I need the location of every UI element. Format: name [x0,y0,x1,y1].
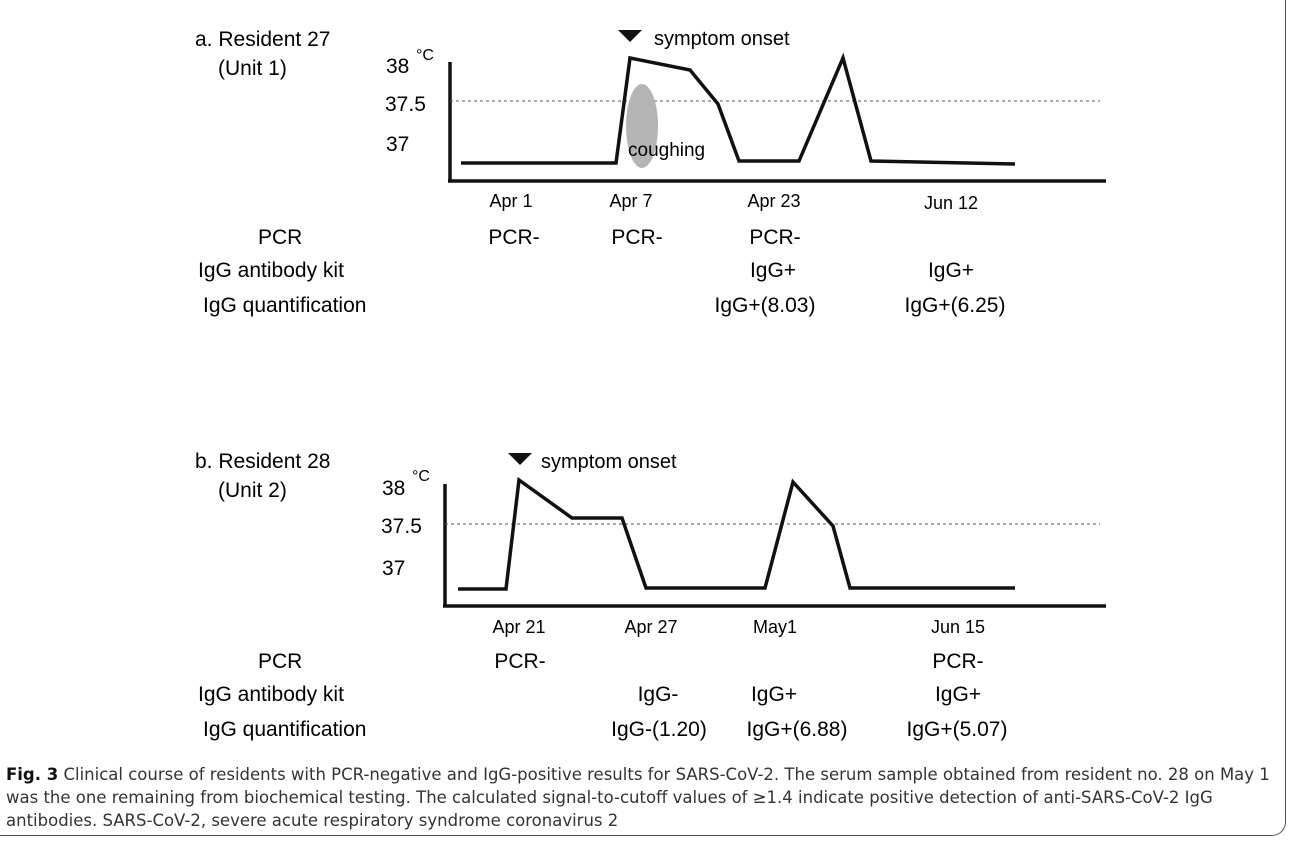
panel-a-subtitle: (Unit 1) [218,57,287,80]
panel-b-date: Jun 15 [931,617,985,637]
panel-a-date: Apr 7 [609,191,652,211]
panel-a-date: Apr 23 [747,191,800,211]
panel-b-igg-kit-result: IgG+ [935,683,981,706]
panel-b-date: May1 [753,617,797,637]
panel-b: b. Resident 28 (Unit 2) 38 37.5 37 °C sy… [195,450,1106,741]
panel-b-row-label-igg-quant: IgG quantification [203,718,366,741]
panel-b-pcr-result: PCR- [494,650,545,673]
panel-b-pcr-result: PCR- [932,650,983,673]
panel-b-row-label-pcr: PCR [258,650,302,673]
panel-a-row-label-igg-kit: IgG antibody kit [198,259,344,282]
panel-a-coughing-marker [626,84,658,168]
panel-a-onset-label: symptom onset [654,28,790,50]
figure-caption-label: Fig. 3 [6,765,59,784]
panel-b-date: Apr 27 [624,617,677,637]
panel-b-subtitle: (Unit 2) [218,479,287,502]
panel-a: a. Resident 27 (Unit 1) 38 37.5 37 °C co… [195,28,1106,317]
figure-caption: Fig. 3 Clinical course of residents with… [6,763,1276,832]
panel-b-ytick-37: 37 [382,557,405,580]
panel-b-igg-quant-result: IgG-(1.20) [611,718,707,741]
panel-b-onset-label: symptom onset [541,451,677,473]
panel-a-pcr-result: PCR- [611,226,662,249]
panel-a-date: Jun 12 [924,193,978,213]
panel-b-onset-marker-icon [508,453,532,465]
panel-b-igg-quant-result: IgG+(5.07) [907,718,1008,741]
panel-a-temperature-curve [461,52,1016,166]
panel-b-temperature-curve [458,476,1015,591]
panel-a-unit-label: °C [416,47,434,64]
panel-b-igg-quant-result: IgG+(6.88) [747,718,848,741]
panel-b-date: Apr 21 [492,617,545,637]
panel-b-ytick-37-5: 37.5 [381,515,422,538]
panel-a-igg-kit-result: IgG+ [750,259,796,282]
panel-a-ytick-38: 38 [386,55,409,78]
panel-b-igg-kit-result: IgG+ [751,683,797,706]
panel-b-row-label-igg-kit: IgG antibody kit [198,683,344,706]
figure-caption-text: Clinical course of residents with PCR-ne… [6,765,1270,830]
panel-a-row-label-pcr: PCR [258,226,302,249]
panel-b-unit-label: °C [412,468,430,485]
panel-a-pcr-result: PCR- [488,226,539,249]
panel-b-ytick-38: 38 [382,477,405,500]
panel-a-title: a. Resident 27 [195,28,330,51]
panel-b-title: b. Resident 28 [195,450,330,473]
panel-a-row-label-igg-quant: IgG quantification [203,294,366,317]
figure-canvas: a. Resident 27 (Unit 1) 38 37.5 37 °C co… [195,28,1106,741]
panel-b-igg-kit-result: IgG- [638,683,679,706]
panel-a-date: Apr 1 [489,191,532,211]
panel-a-ytick-37-5: 37.5 [385,93,426,116]
panel-a-ytick-37: 37 [386,133,409,156]
panel-a-igg-quant-result: IgG+(6.25) [905,294,1006,317]
panel-a-onset-marker-icon [618,30,642,42]
panel-a-coughing-label: coughing [628,140,705,161]
panel-a-igg-quant-result: IgG+(8.03) [715,294,816,317]
panel-a-igg-kit-result: IgG+ [928,259,974,282]
panel-a-pcr-result: PCR- [749,226,800,249]
